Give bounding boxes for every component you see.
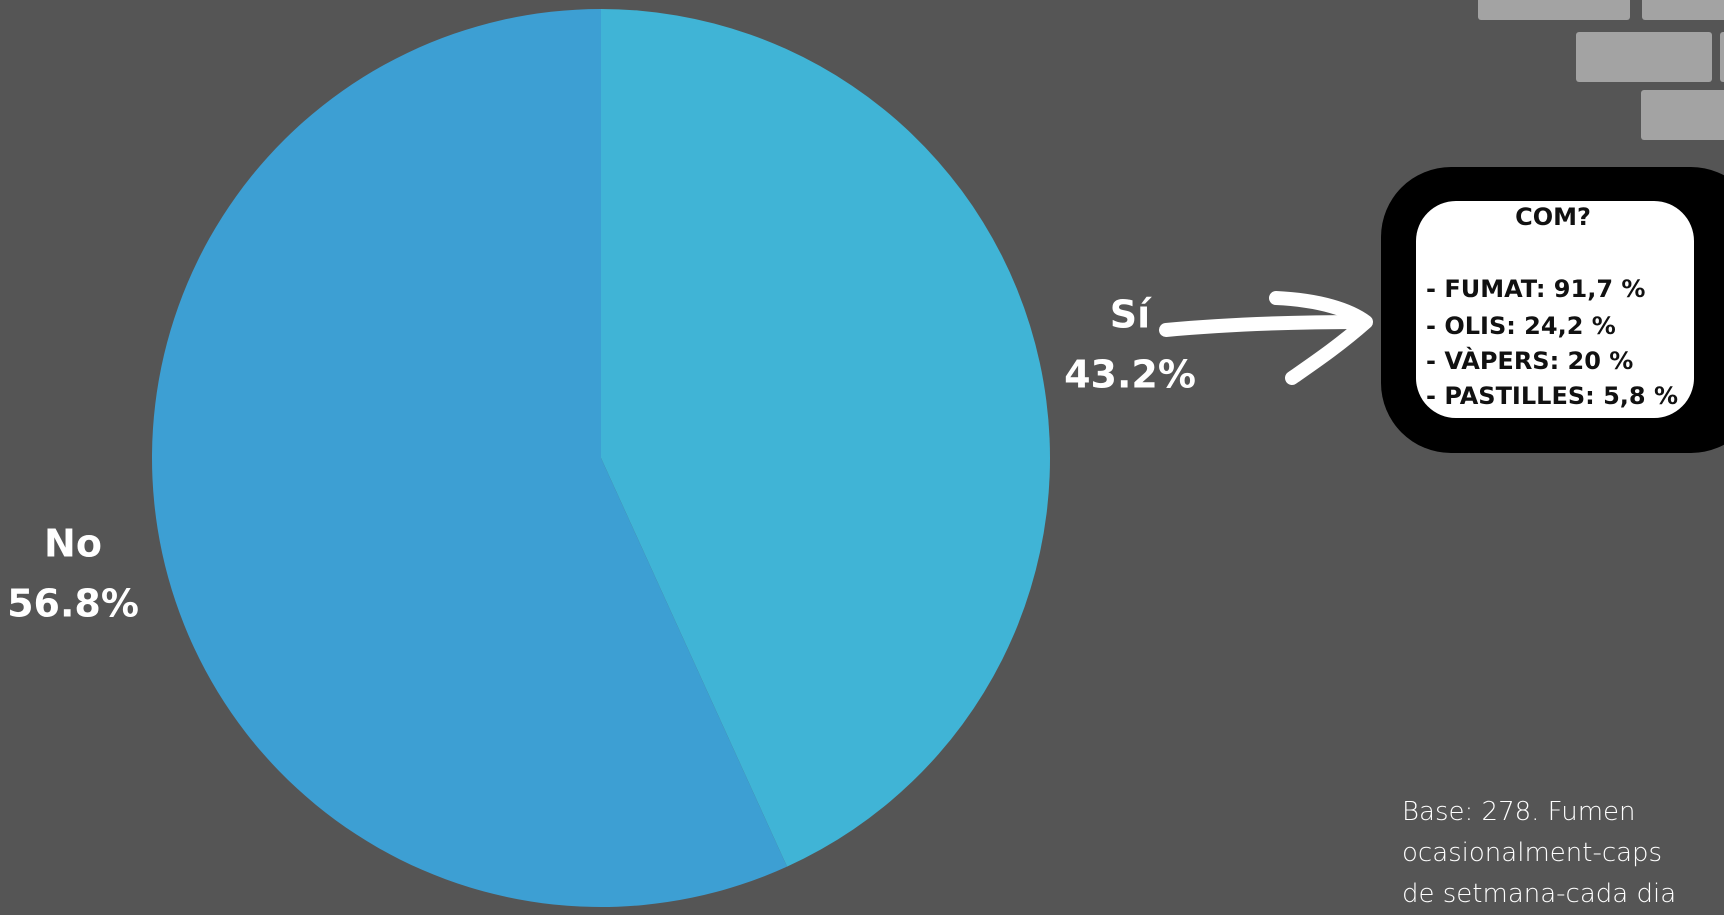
value-label: 43.2% — [1064, 353, 1196, 397]
callout-inner — [1416, 201, 1694, 418]
value-label: 56.8% — [7, 582, 139, 626]
arrow-head — [1269, 291, 1373, 385]
bricks — [1478, 0, 1724, 140]
note: Base: 278. Fumen ocasionalment-caps de s… — [1402, 797, 1677, 909]
callout-line: - OLIS: 24,2 % — [1426, 312, 1616, 340]
pie-slice — [601, 9, 1051, 867]
slice-label: Sí — [1110, 293, 1152, 337]
callout-line: - VÀPERS: 20 % — [1426, 346, 1633, 375]
pie-slice — [151, 9, 788, 907]
arrow — [1159, 315, 1371, 337]
callout-line: - FUMAT: 91,7 % — [1426, 275, 1645, 303]
slice-label: No — [44, 522, 102, 566]
callout-title: COM? — [1515, 203, 1591, 231]
pie — [151, 9, 1051, 907]
callout-line: - PASTILLES: 5,8 % — [1426, 382, 1678, 410]
